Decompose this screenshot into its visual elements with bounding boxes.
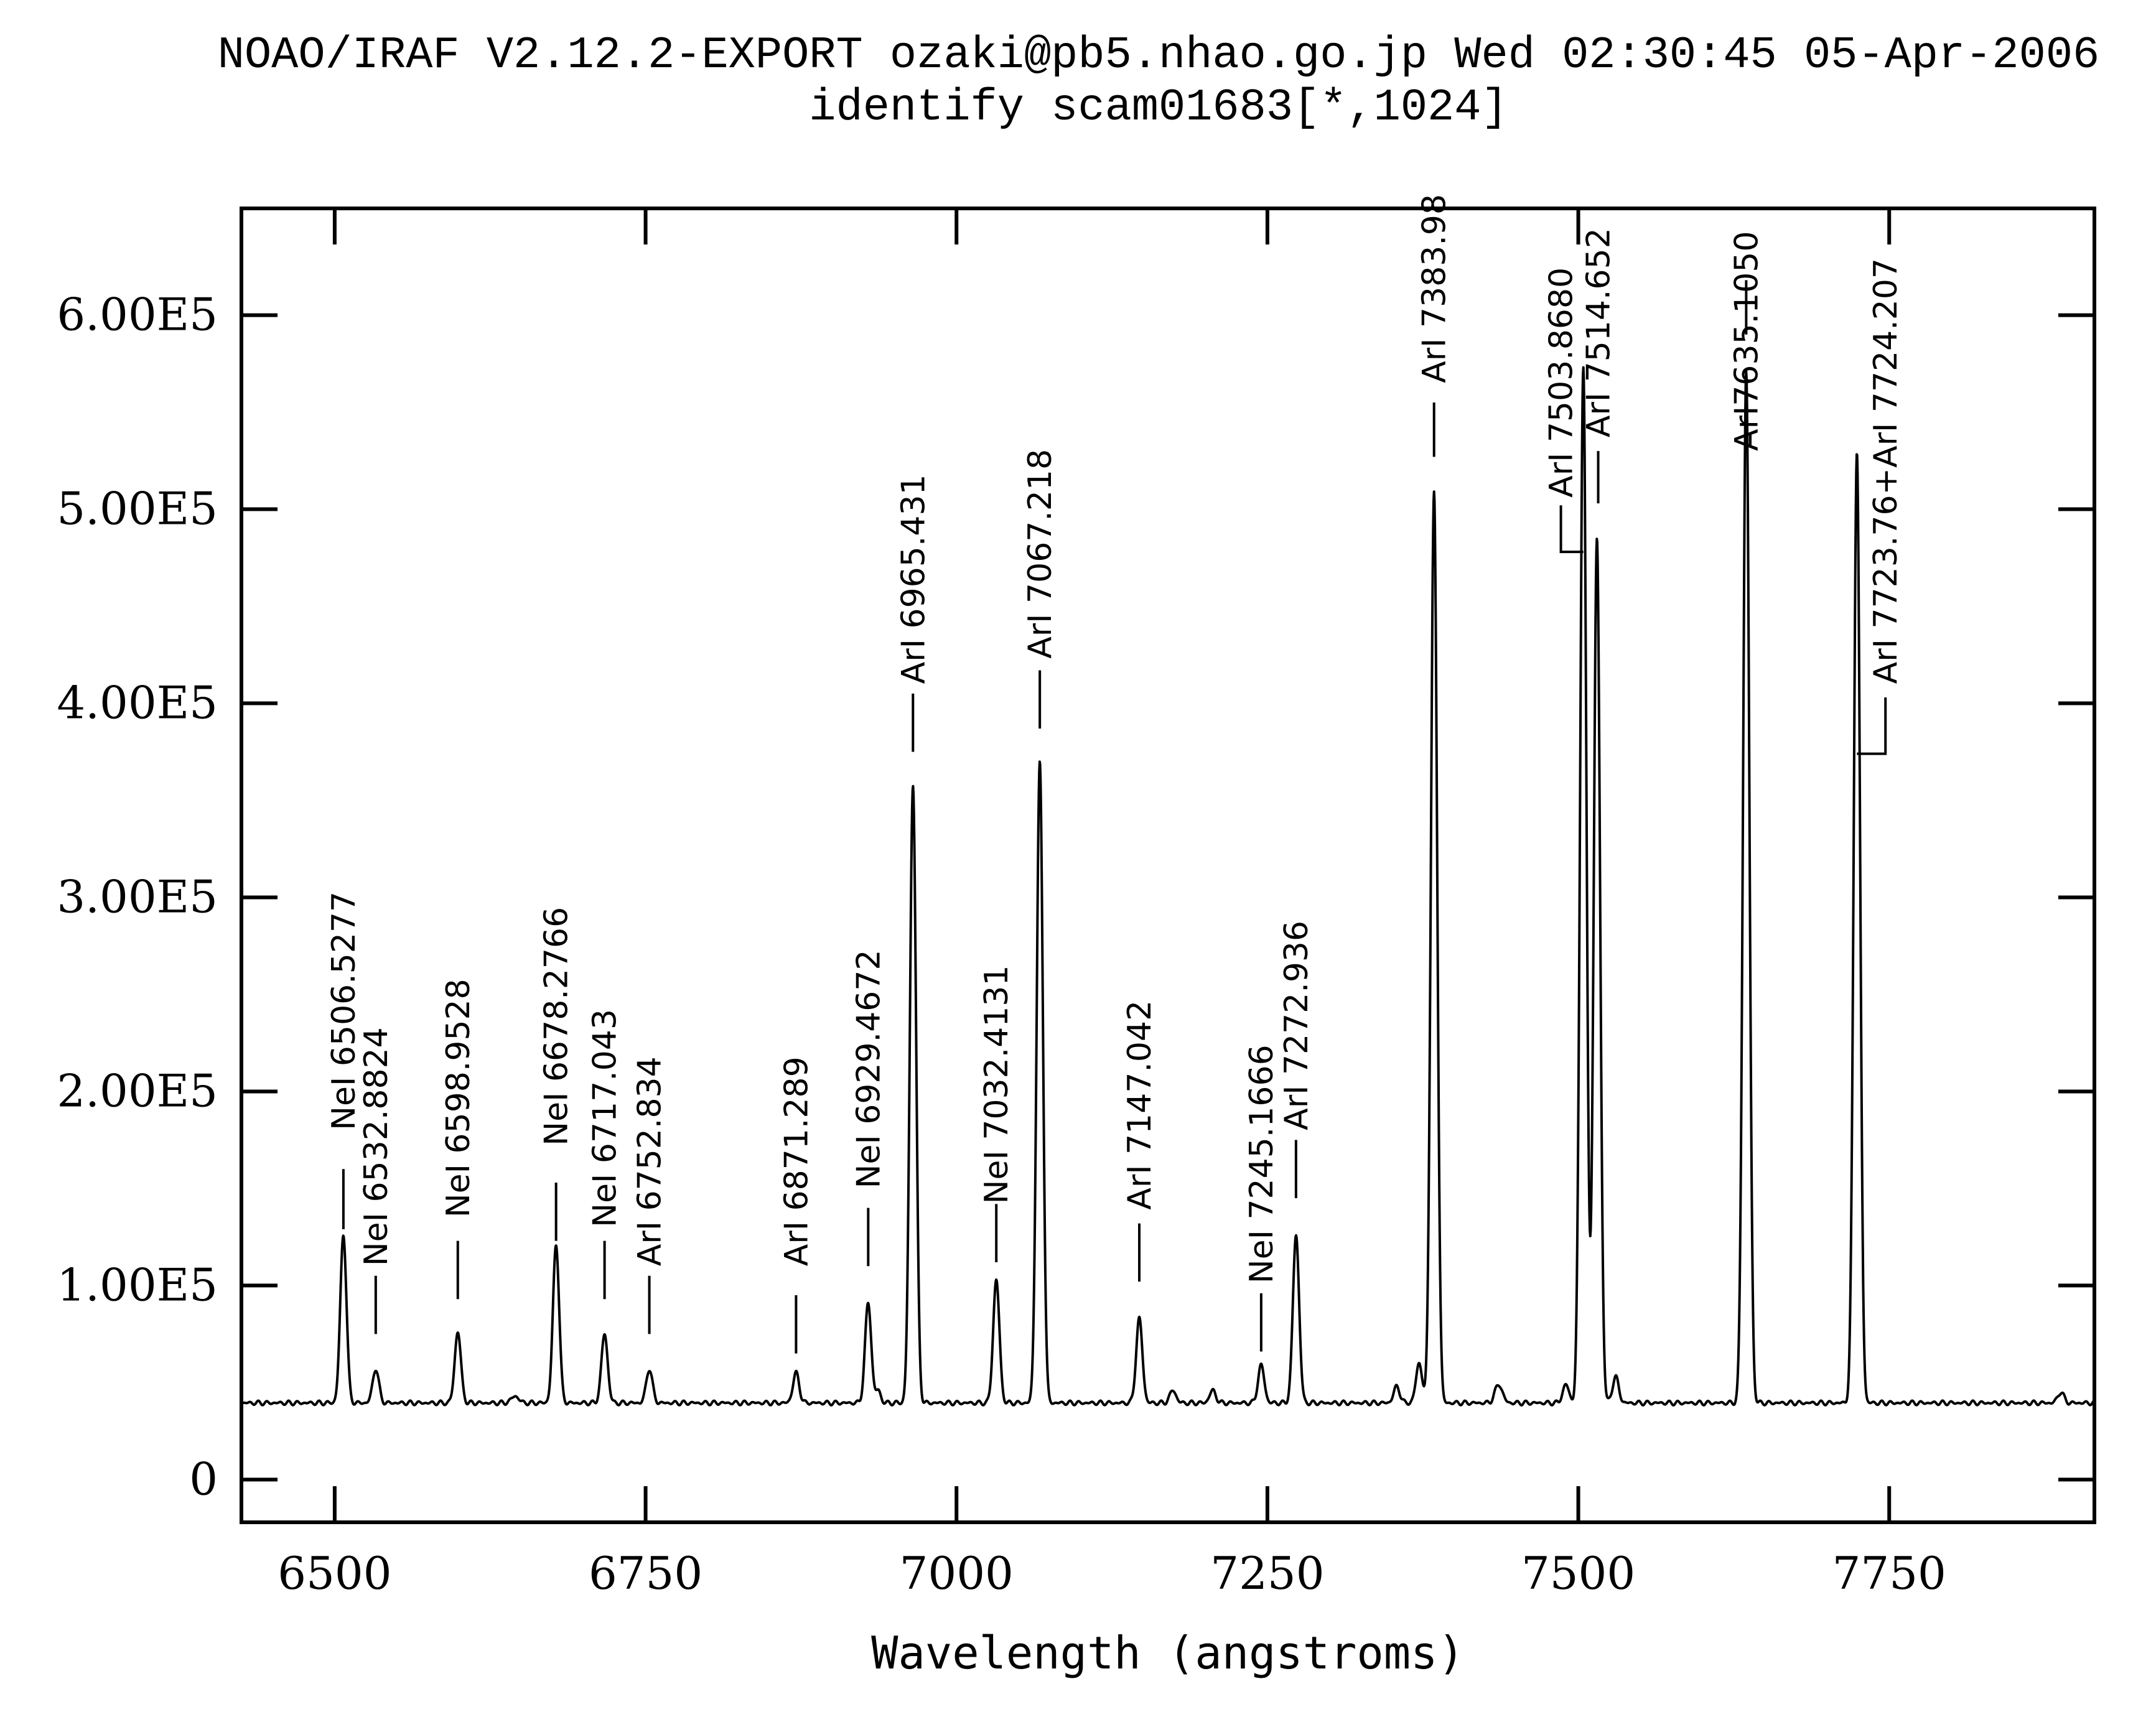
line-id-label: NeI 7032.4131 (978, 965, 1015, 1204)
x-tick-label: 7250 (1210, 1547, 1324, 1599)
line-id-label: NeI 6532.8824 (358, 1027, 395, 1266)
x-tick-label: 6750 (589, 1547, 702, 1599)
y-tick-label: 2.00E5 (57, 1064, 218, 1117)
y-tick-label: 6.00E5 (57, 289, 218, 341)
line-id-label: ArI 6752.834 (632, 1056, 669, 1266)
line-id-label: NeI 7245.1666 (1243, 1045, 1281, 1283)
line-id-label: NeI 6506.5277 (325, 891, 363, 1130)
line-id-label: ArI7635.1050 (1728, 231, 1765, 451)
x-tick-label: 7000 (900, 1547, 1014, 1599)
x-tick-label: 7500 (1521, 1547, 1635, 1599)
spectrum-line (240, 366, 2096, 1407)
line-id-label: ArI 7067.218 (1022, 449, 1059, 659)
line-id-tick (1559, 505, 1584, 554)
y-tick-label: 4.00E5 (57, 677, 218, 729)
line-id-label: NeI 6929.4672 (850, 949, 887, 1188)
chart-title: NOAO/IRAF V2.12.2-EXPORT ozaki@pb5.nhao.… (218, 30, 2100, 81)
line-id-label: ArI 7723.76+ArI 7724.207 (1867, 258, 1905, 684)
x-axis-label: Wavelength (angstroms) (871, 1627, 1465, 1679)
x-tick-label: 7750 (1832, 1547, 1946, 1599)
chart-subtitle: identify scam01683[*,1024] (809, 82, 1508, 133)
y-tick-label: 3.00E5 (57, 870, 218, 923)
line-id-label: ArI 7503.8680 (1543, 268, 1580, 498)
x-axis-ticks: 6500 6750 7000 7250 7500 7750 (278, 208, 1946, 1599)
line-id-label: ArI 7514.652 (1580, 228, 1618, 437)
y-tick-label: 5.00E5 (57, 483, 218, 535)
plot-frame (240, 207, 2096, 1524)
y-tick-label: 0 (189, 1453, 218, 1505)
y-axis-ticks: 0 1.00E5 2.00E5 3.00E5 4.00E5 5.00E5 6.00E5 (57, 289, 2094, 1505)
line-id-label: ArI 7383.98 (1416, 194, 1454, 383)
line-id-tick (1857, 697, 1887, 755)
line-id-label: NeI 6678.2766 (538, 907, 576, 1146)
line-id-label: ArI 7272.936 (1278, 921, 1315, 1130)
line-id-label: ArI 7147.042 (1121, 1000, 1159, 1210)
y-tick-label: 1.00E5 (57, 1259, 218, 1311)
line-id-label: ArI 6871.289 (778, 1056, 815, 1266)
x-tick-label: 6500 (278, 1547, 391, 1599)
line-id-label: NeI 6598.9528 (440, 979, 477, 1217)
line-id-label: ArI 6965.431 (895, 474, 932, 684)
line-id-label: NeI 6717.043 (587, 1009, 624, 1227)
